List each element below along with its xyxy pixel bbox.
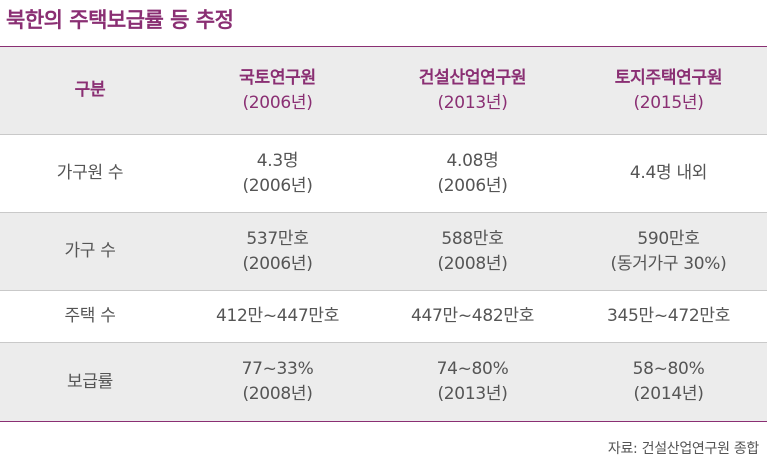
cell-year: (2013년) [437,384,508,404]
cell-value: 588만호 [441,228,504,249]
header-col3-name: 토지주택연구원 [614,67,723,88]
cell-value: 77~33% [241,359,314,379]
row-label: 주택 수 [0,291,180,342]
table-row-houses: 주택 수 412만~447만호 447만~482만호 345만~472만호 [0,291,767,343]
cell-value: 537만호 [246,228,309,249]
row-label-text: 가구원 수 [56,163,124,183]
table-cell: 77~33% (2008년) [180,343,375,421]
cell-year: (2006년) [242,253,313,274]
header-col2-name: 건설산업연구원 [418,67,527,88]
table-cell: 4.4명 내외 [570,135,767,212]
header-category-label: 구분 [74,80,106,100]
cell-value: 58~80% [632,359,705,379]
cell-value: 447만~482만호 [410,306,535,326]
row-label: 가구원 수 [0,135,180,212]
table-row-supply-rate: 보급률 77~33% (2008년) 74~80% (2013년) 58~80%… [0,343,767,422]
row-label: 보급률 [0,343,180,421]
table-cell: 447만~482만호 [375,291,570,342]
table-cell: 58~80% (2014년) [570,343,767,421]
row-label-text: 가구 수 [64,241,116,261]
row-label-text: 주택 수 [64,306,116,326]
table-cell: 74~80% (2013년) [375,343,570,421]
header-col3: 토지주택연구원 (2015년) [570,47,767,134]
cell-note: (동거가구 30%) [610,253,727,274]
data-table: 구분 국토연구원 (2006년) 건설산업연구원 (2013년) 토지주택연구원… [0,46,767,422]
cell-value: 74~80% [436,359,509,379]
table-row-households: 가구 수 537만호 (2006년) 588만호 (2008년) 590만호 (… [0,213,767,291]
cell-value: 590만호 [637,228,700,249]
table-cell: 590만호 (동거가구 30%) [570,213,767,290]
table-cell: 537만호 (2006년) [180,213,375,290]
table-top-rule [0,46,767,47]
header-col1: 국토연구원 (2006년) [180,47,375,134]
row-label-text: 보급률 [66,371,114,392]
cell-value: 4.3명 [256,150,299,171]
table-cell: 4.3명 (2006년) [180,135,375,212]
header-col2: 건설산업연구원 (2013년) [375,47,570,134]
table-cell: 4.08명 (2006년) [375,135,570,212]
source-note: 자료: 건설산업연구원 종합 [607,441,759,457]
cell-value: 4.08명 [446,150,499,171]
cell-year: (2008년) [242,384,313,404]
cell-value: 412만~447만호 [215,306,340,326]
header-col2-year: (2013년) [437,92,508,113]
header-col1-name: 국토연구원 [239,67,316,88]
cell-year: (2006년) [437,175,508,196]
table-cell: 412만~447만호 [180,291,375,342]
row-label: 가구 수 [0,213,180,290]
table-cell: 588만호 (2008년) [375,213,570,290]
cell-value: 345만~472만호 [606,306,731,326]
header-col3-year: (2015년) [633,92,704,113]
cell-year: (2014년) [633,384,704,404]
page-title: 북한의 주택보급률 등 추정 [6,8,234,32]
table-row-household-members: 가구원 수 4.3명 (2006년) 4.08명 (2006년) 4.4명 내외 [0,135,767,213]
cell-value: 4.4명 내외 [629,163,708,183]
cell-year: (2008년) [437,253,508,274]
header-category: 구분 [0,47,180,134]
header-col1-year: (2006년) [242,92,313,113]
table-cell: 345만~472만호 [570,291,767,342]
table-header-row: 구분 국토연구원 (2006년) 건설산업연구원 (2013년) 토지주택연구원… [0,47,767,135]
cell-year: (2006년) [242,175,313,196]
